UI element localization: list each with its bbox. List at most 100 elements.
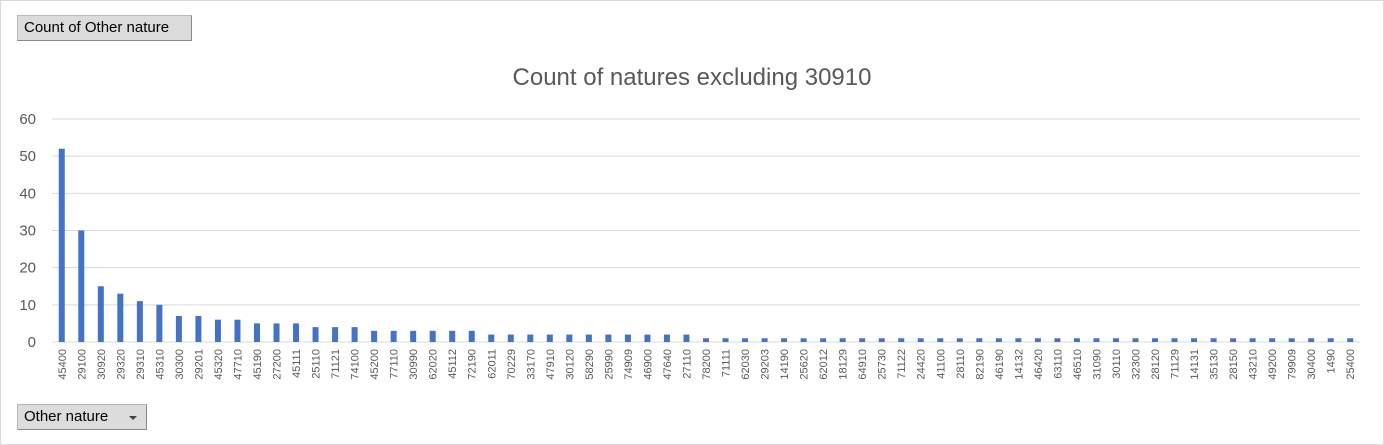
bar [58,148,65,342]
bar [995,338,1002,342]
x-tick-label: 27110 [681,349,693,379]
x-tick-label: 46420 [1033,349,1045,380]
gridlines [52,118,1360,343]
bar [663,334,670,342]
bar [234,319,241,342]
bar [800,338,807,342]
x-tick-label: 25110 [311,349,323,379]
x-tick-label: 30990 [408,349,420,380]
bar [507,334,514,342]
x-tick-label: 30300 [174,349,186,380]
x-tick-label: 45111 [291,349,303,378]
bar [1112,338,1119,342]
x-tick-label: 46190 [994,349,1006,380]
x-tick-label: 46900 [642,349,654,380]
x-tick-label: 14190 [779,349,791,380]
bar [1269,338,1276,342]
axis-field-label: Other nature [24,408,109,425]
value-field-button[interactable]: Count of Other nature [17,15,192,41]
bar [214,319,221,342]
bar [175,315,182,342]
bar [820,338,827,342]
x-tick-label: 82190 [974,349,986,380]
x-tick-label: 27200 [272,349,284,380]
x-tick-label: 45190 [252,349,264,380]
x-tick-label: 63110 [1052,349,1064,379]
y-tick-label: 0 [28,334,36,351]
bar [546,334,553,342]
bars [58,148,1354,342]
x-tick-label: 30120 [564,349,576,380]
bar [390,330,397,342]
bar [1191,338,1198,342]
bar [781,338,788,342]
bar [371,330,378,342]
x-tick-label: 62030 [740,349,752,380]
x-tick-label: 18129 [838,349,850,380]
bar [1249,338,1256,342]
x-tick-label: 29320 [115,349,127,380]
x-axis: 45400 29100 30920 29320 29310 45310 30300 29201… [57,349,1357,380]
x-tick-label: 78200 [701,349,713,380]
x-tick-label: 71122 [896,349,908,379]
bar [976,338,983,342]
bar [1347,338,1354,342]
bar [351,327,358,342]
bar [1171,338,1178,342]
x-tick-label: 47640 [662,349,674,380]
x-tick-label: 29100 [76,349,88,380]
x-tick-label: 1490 [1326,349,1338,373]
bar [488,334,495,342]
bar [410,330,417,342]
bar [1132,338,1139,342]
x-tick-label: 28120 [1150,349,1162,380]
bar [1034,338,1041,342]
x-tick-label: 46510 [1072,349,1084,380]
bar [703,338,709,342]
x-tick-label: 71111 [721,349,733,377]
bar [312,327,319,342]
x-tick-label: 41100 [935,349,947,379]
x-tick-label: 43210 [1248,349,1260,380]
x-tick-label: 79909 [1287,349,1299,380]
x-tick-label: 31090 [1091,349,1103,380]
bar [1054,338,1061,342]
bar [527,334,534,342]
bar [937,338,944,342]
x-tick-label: 62012 [818,349,830,380]
chevron-down-icon[interactable] [129,416,137,420]
x-tick-label: 49200 [1267,349,1279,380]
x-tick-label: 28110 [955,349,967,379]
x-tick-label: 30110 [1111,349,1123,379]
bar [742,338,749,342]
bar [1308,338,1315,342]
bar [859,338,866,342]
x-tick-label: 74100 [350,349,362,380]
bar [1015,338,1022,342]
y-tick-label: 20 [19,260,36,277]
x-tick-label: 25990 [603,349,615,380]
x-tick-label: 62011 [486,349,498,379]
x-tick-label: 71129 [1170,349,1182,379]
bar [117,293,124,342]
bar [878,338,885,342]
bar [683,334,690,342]
x-tick-label: 24420 [916,349,928,380]
x-tick-label: 33170 [525,349,537,380]
axis-field-button[interactable]: Other nature [17,404,147,430]
bar [429,330,436,342]
x-tick-label: 70229 [506,349,518,380]
bar [253,323,260,342]
bar [566,334,573,342]
x-tick-label: 72190 [467,349,479,380]
x-tick-label: 25620 [799,349,811,380]
bar [585,334,592,342]
x-tick-label: 47710 [232,349,244,380]
x-tick-label: 45112 [447,349,459,379]
value-field-label: Count of Other nature [24,19,170,36]
bar [97,286,104,342]
bar [293,323,300,342]
x-tick-label: 30400 [1306,349,1318,380]
